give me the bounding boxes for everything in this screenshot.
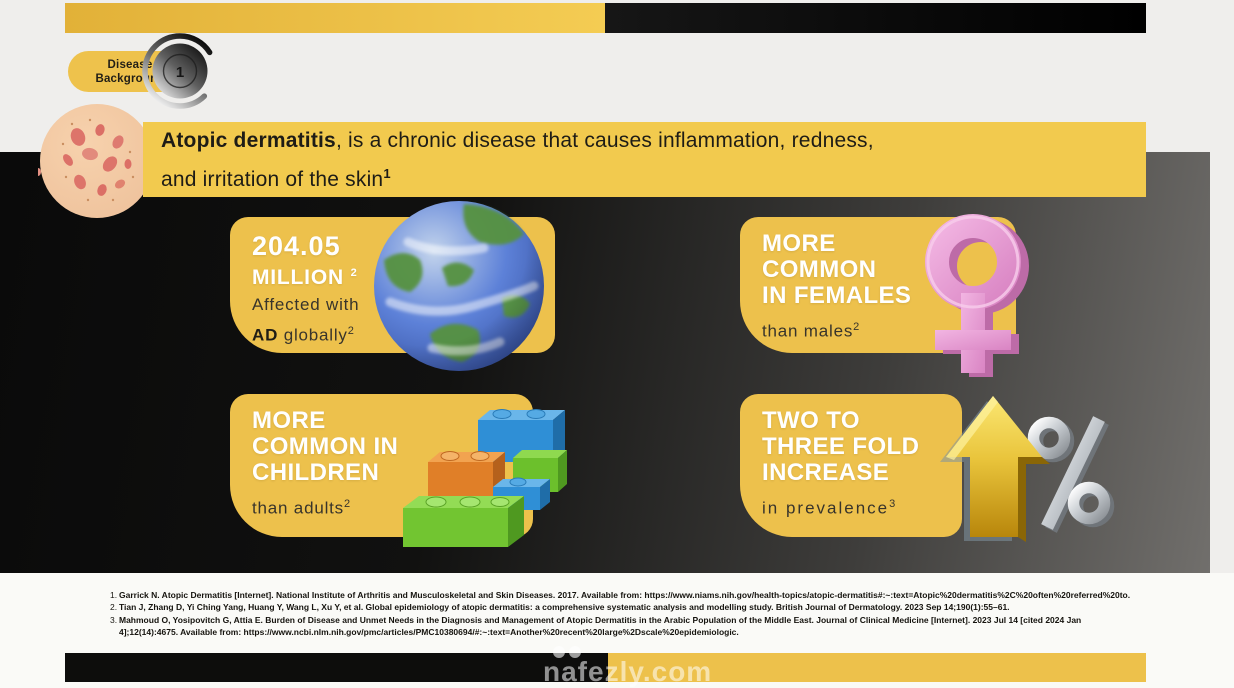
- card-subtext: than males2: [762, 314, 1016, 345]
- block-orange: [428, 451, 505, 500]
- card-subtext-text: than adults: [252, 498, 344, 518]
- reference-item: 2. Tian J, Zhang D, Yi Ching Yang, Huang…: [110, 601, 1132, 613]
- skin-rash-icon: [38, 104, 154, 218]
- stat-unit: MILLION 2: [252, 261, 555, 290]
- dial-arc: [142, 33, 218, 109]
- female-gender-icon: [925, 214, 1029, 377]
- card-subtext: in prevalence3: [762, 491, 962, 522]
- card-subtext-superscript: 2: [853, 321, 861, 333]
- top-accent-bar: [65, 3, 1146, 33]
- reference-item: 3. Mahmoud O, Yosipovitch G, Attia E. Bu…: [110, 614, 1132, 639]
- stat-caption-ad: AD: [252, 325, 279, 345]
- title-line-2: and irritation of the skin1: [161, 157, 1146, 196]
- stat-unit-text: MILLION: [252, 266, 344, 289]
- title-banner: Atopic dermatitis, is a chronic disease …: [143, 122, 1146, 197]
- references-list: 1. Garrick N. Atopic Dermatitis [Interne…: [110, 589, 1132, 638]
- reference-number: 2.: [110, 602, 118, 613]
- section-number-dial: 1: [142, 33, 218, 109]
- bottom-bar-black-segment: [65, 653, 608, 682]
- top-bar-yellow-segment: [65, 3, 605, 33]
- reference-item: 1. Garrick N. Atopic Dermatitis [Interne…: [110, 589, 1132, 601]
- stat-unit-superscript: 2: [350, 267, 358, 279]
- card-heading-line: COMMON: [762, 256, 877, 283]
- title-line-1: Atopic dermatitis, is a chronic disease …: [161, 124, 1146, 157]
- card-heading-line: MORE: [252, 407, 326, 434]
- title-line1-rest: , is a chronic disease that causes infla…: [335, 128, 874, 152]
- card-subtext-text: in prevalence: [762, 498, 890, 518]
- title-reference-superscript: 1: [383, 165, 391, 181]
- up-arrow: [940, 396, 1050, 542]
- card-heading-line: THREE FOLD: [762, 433, 920, 460]
- card-prevalence-increase: TWO TO THREE FOLD INCREASE in prevalence…: [740, 394, 962, 537]
- stat-caption-superscript: 2: [347, 325, 355, 337]
- up-arrow-percent-icon: [940, 396, 1115, 542]
- female-symbol-front: [925, 214, 1021, 373]
- reference-text: Garrick N. Atopic Dermatitis [Internet].…: [119, 590, 1131, 600]
- card-heading-line: IN FEMALES: [762, 282, 912, 309]
- reference-text: Tian J, Zhang D, Yi Ching Yang, Huang Y,…: [119, 602, 1010, 613]
- reference-number: 3.: [110, 614, 118, 625]
- title-disease-name: Atopic dermatitis: [161, 128, 336, 152]
- card-heading-line: INCREASE: [762, 459, 890, 486]
- section-number: 1: [176, 64, 184, 81]
- percent-symbol: [1027, 416, 1115, 533]
- card-subtext-text: than males: [762, 321, 854, 341]
- bottom-accent-bar: [65, 653, 1146, 682]
- stat-value: 204.05: [252, 231, 341, 261]
- card-subtext-superscript: 2: [343, 498, 351, 510]
- block-green-plate: [403, 496, 524, 547]
- reference-number: 1.: [110, 590, 118, 600]
- card-subtext-superscript: 3: [889, 498, 898, 510]
- dial-face: [152, 43, 208, 99]
- card-heading-line: MORE: [762, 230, 836, 257]
- watermark-dots-icon: [553, 646, 712, 658]
- title-line2-text: and irritation of the skin: [161, 167, 384, 191]
- stat-caption-line2: AD globally2: [252, 318, 555, 349]
- stat-caption-line1: Affected with: [252, 295, 360, 314]
- section-tab-label-line1: Disease: [107, 58, 153, 71]
- watermark-text: nafezly.com: [543, 656, 713, 687]
- stat-caption-rest: globally: [283, 325, 348, 345]
- card-heading-line: COMMON IN: [252, 433, 399, 460]
- card-heading-line: TWO TO: [762, 407, 860, 434]
- card-heading-line: CHILDREN: [252, 459, 380, 486]
- bottom-bar-yellow-segment: [608, 653, 1146, 682]
- card-subtext: than adults2: [252, 491, 533, 522]
- top-bar-black-segment: [605, 3, 1146, 33]
- earth-globe-icon: [374, 201, 544, 371]
- building-blocks-icon: [403, 409, 567, 547]
- dial-inner-ring: [162, 53, 198, 89]
- watermark: nafezly.com: [543, 646, 712, 686]
- reference-text: Mahmoud O, Yosipovitch G, Attia E. Burde…: [119, 614, 1082, 637]
